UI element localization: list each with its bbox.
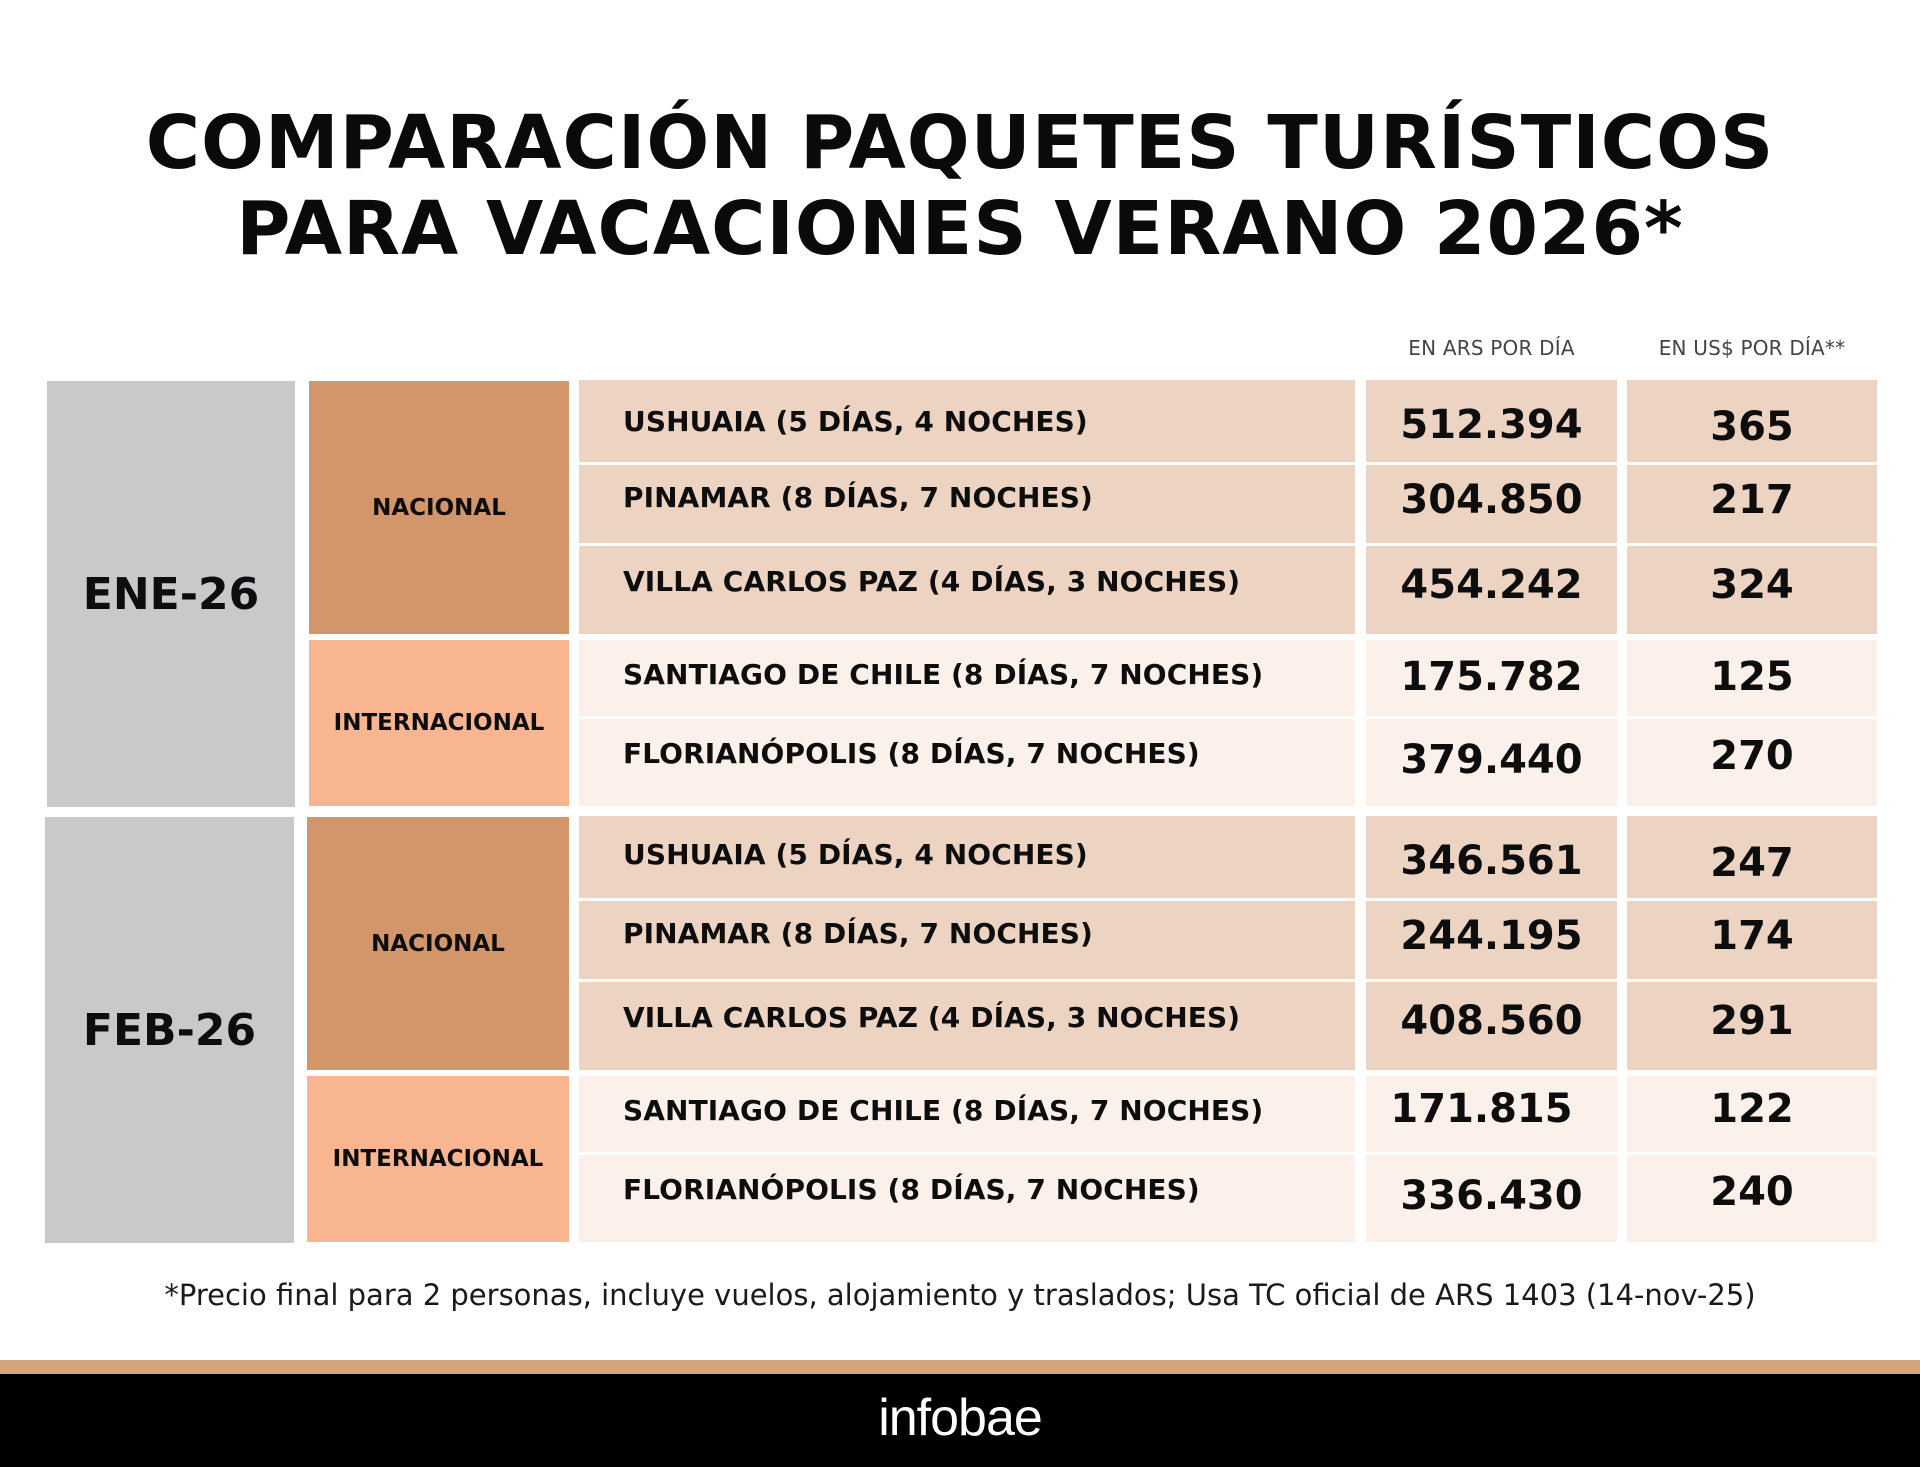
accent-band	[0, 1360, 1920, 1374]
usd-value: 247	[1627, 816, 1877, 898]
category-label-nacional: NACIONAL	[309, 381, 569, 634]
month-label: FEB-26	[45, 817, 294, 1243]
title-line-1: COMPARACIÓN PAQUETES TURÍSTICOS	[145, 100, 1775, 186]
ars-value: 336.430	[1366, 1155, 1617, 1242]
usd-value: 125	[1627, 640, 1877, 716]
category-label-nacional: NACIONAL	[307, 817, 569, 1070]
destination-cell: SANTIAGO DE CHILE (8 DÍAS, 7 NOCHES)	[579, 1076, 1355, 1152]
ars-value: 454.242	[1366, 546, 1617, 634]
usd-value: 122	[1627, 1076, 1877, 1152]
column-header-ars: EN ARS POR DÍA	[1408, 336, 1575, 360]
usd-value: 174	[1627, 901, 1877, 979]
ars-value: 171.815	[1366, 1076, 1617, 1152]
month-label: ENE-26	[47, 381, 295, 807]
usd-value: 291	[1627, 982, 1877, 1070]
destination-cell: VILLA CARLOS PAZ (4 DÍAS, 3 NOCHES)	[579, 982, 1355, 1070]
usd-value: 240	[1627, 1155, 1877, 1242]
ars-value: 346.561	[1366, 816, 1617, 898]
ars-value: 379.440	[1366, 719, 1617, 806]
footer-bar	[0, 1374, 1920, 1467]
destination-cell: SANTIAGO DE CHILE (8 DÍAS, 7 NOCHES)	[579, 640, 1355, 716]
column-header-usd: EN US$ POR DÍA**	[1658, 336, 1846, 360]
ars-value: 244.195	[1366, 901, 1617, 979]
category-label-internacional: INTERNACIONAL	[307, 1076, 569, 1242]
footnote: *Precio final para 2 personas, incluye v…	[164, 1278, 1756, 1312]
destination-cell: USHUAIA (5 DÍAS, 4 NOCHES)	[579, 380, 1355, 462]
destination-cell: PINAMAR (8 DÍAS, 7 NOCHES)	[579, 465, 1355, 543]
title-line-2: PARA VACACIONES VERANO 2026*	[236, 186, 1684, 272]
destination-cell: PINAMAR (8 DÍAS, 7 NOCHES)	[579, 901, 1355, 979]
destination-cell: VILLA CARLOS PAZ (4 DÍAS, 3 NOCHES)	[579, 546, 1355, 634]
destination-cell: FLORIANÓPOLIS (8 DÍAS, 7 NOCHES)	[579, 719, 1355, 806]
ars-value: 408.560	[1366, 982, 1617, 1070]
page-title: COMPARACIÓN PAQUETES TURÍSTICOS PARA VAC…	[0, 100, 1920, 272]
usd-value: 270	[1627, 719, 1877, 806]
category-label-internacional: INTERNACIONAL	[309, 640, 569, 806]
usd-value: 324	[1627, 546, 1877, 634]
destination-cell: FLORIANÓPOLIS (8 DÍAS, 7 NOCHES)	[579, 1155, 1355, 1242]
ars-value: 512.394	[1366, 380, 1617, 462]
ars-value: 304.850	[1366, 465, 1617, 543]
usd-value: 217	[1627, 465, 1877, 543]
destination-cell: USHUAIA (5 DÍAS, 4 NOCHES)	[579, 816, 1355, 898]
brand-logo: infobae	[878, 1389, 1043, 1447]
usd-value: 365	[1627, 380, 1877, 462]
ars-value: 175.782	[1366, 640, 1617, 716]
